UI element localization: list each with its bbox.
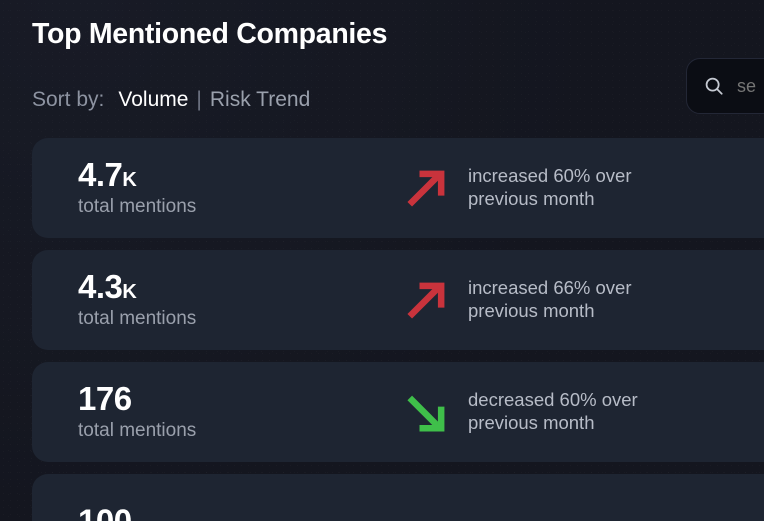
metric-label: total mentions [78, 419, 197, 441]
company-card-list: 4.7K total mentions increased 60% over p… [32, 138, 764, 521]
trend-text: increased 60% over previous month [468, 165, 632, 210]
sort-bar: Sort by: Volume | Risk Trend [32, 88, 310, 112]
card-metric: 4.7K total mentions [78, 156, 197, 218]
metric-unit: K [122, 169, 137, 192]
metric-label: total mentions [78, 195, 197, 217]
metric-value: 100 [78, 503, 132, 521]
trend-text-line1: increased 60% over [468, 165, 632, 187]
sort-option-volume[interactable]: Volume [118, 88, 189, 111]
search-icon [705, 77, 723, 95]
sort-option-risk-trend[interactable]: Risk Trend [209, 88, 311, 111]
card-trend: decreased 60% over previous month [400, 386, 638, 438]
metric-number: 176 [78, 380, 132, 418]
arrow-up-right-icon [407, 282, 445, 319]
company-card[interactable]: 100 [32, 474, 764, 521]
sort-separator: | [196, 88, 202, 111]
card-trend: increased 66% over previous month [400, 274, 632, 326]
card-metric: 176 total mentions [78, 380, 197, 442]
company-card[interactable]: 176 total mentions decreased 60% over pr… [32, 362, 764, 462]
trend-text-line2: previous month [468, 300, 595, 321]
card-metric: 4.3K total mentions [78, 268, 197, 330]
metric-number: 100 [78, 503, 132, 521]
company-card[interactable]: 4.7K total mentions increased 60% over p… [32, 138, 764, 238]
metric-number: 4.7 [78, 156, 123, 194]
trend-text-line1: increased 66% over [468, 277, 632, 299]
company-card[interactable]: 4.3K total mentions increased 66% over p… [32, 250, 764, 350]
card-metric: 100 [78, 503, 132, 521]
arrow-up-right-icon [407, 170, 445, 207]
search-input[interactable] [737, 75, 764, 97]
trend-text: decreased 60% over previous month [468, 389, 638, 434]
sort-by-label: Sort by: [32, 88, 105, 111]
trend-text-line2: previous month [468, 412, 595, 433]
page-title: Top Mentioned Companies [32, 18, 388, 50]
card-trend: increased 60% over previous month [400, 162, 632, 214]
trend-text-line2: previous month [468, 188, 595, 209]
trend-text: increased 66% over previous month [468, 277, 632, 322]
metric-value: 176 [78, 380, 196, 418]
trend-text-line1: decreased 60% over [468, 389, 638, 411]
metric-label: total mentions [78, 307, 197, 329]
metric-number: 4.3 [78, 268, 123, 306]
metric-value: 4.7K [78, 156, 196, 194]
search-box[interactable] [686, 58, 764, 114]
arrow-down-right-icon [407, 395, 445, 432]
metric-value: 4.3K [78, 268, 196, 306]
metric-unit: K [122, 281, 137, 304]
